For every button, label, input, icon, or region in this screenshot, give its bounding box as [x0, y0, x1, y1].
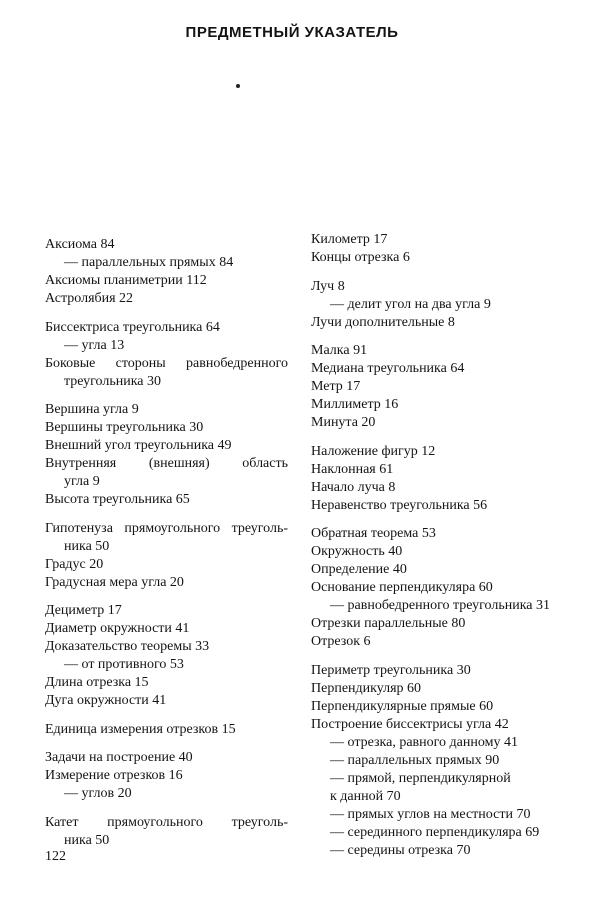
index-entry: Дециметр 17: [45, 603, 122, 618]
index-letter-group: Катет прямоугольного треуголь-ника 50: [45, 814, 288, 850]
index-subentry: — равнобедренного треугольника 31: [330, 598, 551, 613]
index-entry: Периметр треугольника 30: [311, 662, 471, 678]
index-letter-group: Аксиома 84 — параллельных прямых 84 Аксиом…: [45, 236, 288, 308]
index-entry: Метр 17: [311, 379, 361, 394]
index-letter-group: Километр 17 Концы отрезка 6: [311, 231, 556, 267]
index-letter-group: Периметр треугольника 30 Перпендикуляр 60…: [311, 662, 556, 860]
index-entry: Измерение отрезков 16: [45, 768, 183, 783]
index-entry: Дуга окружности 41: [45, 693, 167, 708]
index-entry: Катет прямоугольного треуголь-: [45, 814, 288, 830]
index-subentry: — параллельных прямых 90: [330, 752, 500, 768]
index-subentry: — прямых углов на местности 70: [330, 806, 531, 822]
index-letter-group: Наложение фигур 12 Наклонная 61 Начало луч…: [311, 443, 556, 515]
index-entry: Медиана треугольника 64: [311, 361, 465, 376]
index-entry: Астролябия 22: [45, 291, 134, 306]
index-letter-group: Единица измерения отрезков 15: [45, 721, 288, 739]
index-entry: Длина отрезка 15: [45, 675, 149, 690]
index-entry: Основание перпендикуляра 60: [311, 580, 493, 595]
index-column-left: Аксиома 84 — параллельных прямых 84 Аксиом…: [45, 236, 288, 860]
index-letter-group: Гипотенуза прямоугольного треуголь-ника …: [45, 520, 288, 592]
index-subentry: — от противного 53: [64, 657, 184, 672]
index-subentry: — углов 20: [64, 786, 132, 801]
index-entry: Единица измерения отрезков 15: [45, 721, 236, 737]
index-entry: Миллиметр 16: [311, 397, 399, 412]
index-column-right: Километр 17 Концы отрезка 6 Луч 8 — делит у…: [311, 231, 556, 870]
index-entry: Боковые стороны равнобедренного: [45, 355, 288, 371]
index-subentry: — серединного перпендикуляра 69: [330, 824, 540, 840]
index-entry: Отрезок 6: [311, 634, 371, 649]
index-entry: Обратная теорема 53: [311, 526, 436, 541]
index-entry: Внутренняя (внешняя) область: [45, 456, 288, 471]
index-subentry: — делит угол на два угла 9: [330, 296, 491, 312]
index-entry: Километр 17: [311, 232, 388, 247]
index-entry: Луч 8: [311, 278, 345, 294]
index-entry: Минута 20: [311, 415, 376, 430]
index-entry: Малка 91: [311, 343, 368, 358]
scan-speck: [236, 84, 240, 88]
page-title-text: ПРЕДМЕТНЫЙ УКАЗАТЕЛЬ: [185, 24, 399, 41]
index-letter-group: Обратная теорема 53 Окружность 40 Определе…: [311, 525, 556, 651]
index-letter-group: Биссектриса треугольника 64 — угла 13 Боко…: [45, 319, 288, 391]
index-entry-continuation: ника 50: [64, 832, 110, 848]
index-entry: Концы отрезка 6: [311, 250, 410, 265]
index-subentry: — параллельных прямых 84: [64, 255, 234, 270]
index-entry: Вершина угла 9: [45, 402, 139, 417]
index-entry: Внешний угол треугольника 49: [45, 438, 232, 453]
index-entry: Аксиома 84: [45, 237, 115, 252]
index-letter-group: Дециметр 17 Диаметр окружности 41 Доказате…: [45, 602, 288, 710]
index-entry: Наложение фигур 12: [311, 443, 436, 459]
index-entry: Перпендикулярные прямые 60: [311, 698, 494, 714]
index-entry: Перпендикуляр 60: [311, 680, 422, 696]
index-letter-group: Луч 8 — делит угол на два угла 9 Лучи допо…: [311, 278, 556, 332]
index-letter-group: Малка 91 Медиана треугольника 64 Метр 17 Ми…: [311, 342, 556, 432]
index-entry-continuation: угла 9: [64, 474, 100, 489]
page-title: ПРЕДМЕТНЫЙ УКАЗАТЕЛЬ: [0, 24, 600, 41]
index-entry: Задачи на построение 40: [45, 750, 193, 765]
index-entry-continuation: треугольника 30: [64, 373, 162, 389]
index-entry: Диаметр окружности 41: [45, 621, 190, 636]
index-entry-continuation: ника 50: [64, 538, 110, 554]
index-entry: Лучи дополнительные 8: [311, 314, 455, 330]
index-entry: Вершины треугольника 30: [45, 420, 204, 435]
index-entry: Отрезки параллельные 80: [311, 616, 466, 631]
index-entry: Доказательство теоремы 33: [45, 639, 210, 654]
index-letter-group: Вершина угла 9 Вершины треугольника 30 Вне…: [45, 401, 288, 509]
index-entry-continuation: к данной 70: [330, 788, 401, 804]
page-number: 122: [45, 849, 66, 864]
index-entry: Окружность 40: [311, 544, 403, 559]
index-entry: Неравенство треугольника 56: [311, 497, 488, 513]
index-subentry: — отрезка, равного данному 41: [330, 734, 518, 750]
index-entry: Градус 20: [45, 556, 104, 572]
index-entry: Начало луча 8: [311, 479, 396, 495]
index-entry: Наклонная 61: [311, 461, 394, 477]
index-entry: Построение биссектрисы угла 42: [311, 716, 509, 732]
index-entry: Высота треугольника 65: [45, 492, 190, 507]
index-subentry: — прямой, перпендикулярной: [330, 770, 511, 786]
index-entry: Аксиомы планиметрии 112: [45, 273, 207, 288]
index-entry: Градусная мера угла 20: [45, 574, 184, 590]
index-entry: Определение 40: [311, 562, 407, 577]
index-subentry: — середины отрезка 70: [330, 842, 471, 858]
index-entry: Биссектриса треугольника 64: [45, 319, 220, 335]
index-letter-group: Задачи на построение 40 Измерение отрезко…: [45, 749, 288, 803]
index-subentry: — угла 13: [64, 337, 125, 353]
index-entry: Гипотенуза прямоугольного треуголь-: [45, 520, 288, 536]
